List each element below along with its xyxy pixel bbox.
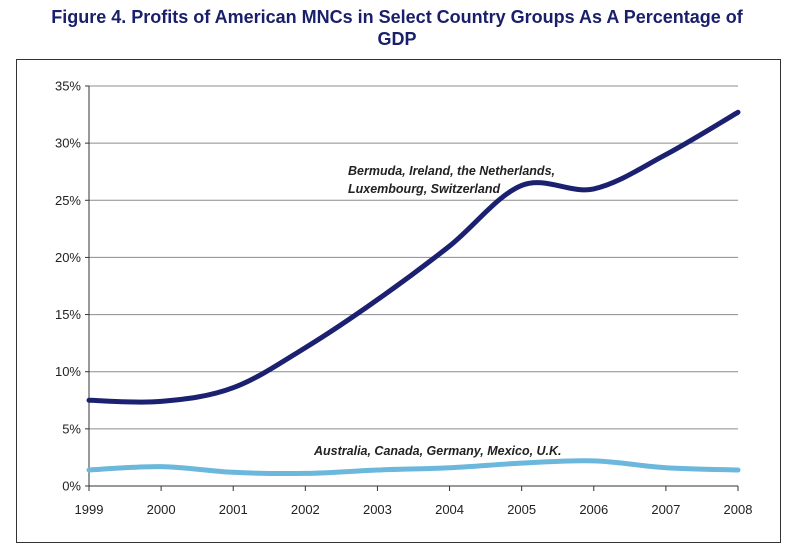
y-tick-label: 20% xyxy=(55,250,81,265)
x-axis-ticks: 1999 2000 2001 2002 2003 2004 2005 2006 2007 2008 xyxy=(75,486,753,517)
chart-frame xyxy=(16,59,781,543)
series-lines xyxy=(86,109,741,477)
y-tick-label: 15% xyxy=(55,307,81,322)
x-tick-label: 2000 xyxy=(147,502,176,517)
x-tick-label: 2007 xyxy=(651,502,680,517)
y-tick-label: 0% xyxy=(62,479,81,494)
x-tick-label: 2006 xyxy=(579,502,608,517)
series-label-line: Bermuda, Ireland, the Netherlands, xyxy=(348,164,555,178)
series-label-0: Bermuda, Ireland, the Netherlands, Luxemb… xyxy=(348,164,555,196)
y-tick-label: 10% xyxy=(55,364,81,379)
y-tick-label: 30% xyxy=(55,136,81,151)
y-axis-ticks: 0% 5% 10% 15% 20% 25% 30% 35% xyxy=(55,79,89,494)
chart-title-line-2: GDP xyxy=(377,29,417,49)
chart-title-line-1: Figure 4. Profits of American MNCs in Se… xyxy=(51,7,743,27)
y-tick-label: 25% xyxy=(55,193,81,208)
x-tick-label: 2003 xyxy=(363,502,392,517)
series-label-line: Luxembourg, Switzerland xyxy=(348,182,500,196)
series-labels: Bermuda, Ireland, the Netherlands, Luxemb… xyxy=(313,164,562,458)
x-tick-label: 2002 xyxy=(291,502,320,517)
x-tick-label: 2004 xyxy=(435,502,464,517)
y-tick-label: 35% xyxy=(55,79,81,94)
x-tick-label: 2001 xyxy=(219,502,248,517)
x-tick-label: 2008 xyxy=(724,502,753,517)
series-line-0 xyxy=(86,109,741,405)
series-label-1: Australia, Canada, Germany, Mexico, U.K. xyxy=(313,444,562,458)
axes xyxy=(88,86,738,487)
series-label-line: Australia, Canada, Germany, Mexico, U.K. xyxy=(313,444,562,458)
chart-title: Figure 4. Profits of American MNCs in Se… xyxy=(0,6,794,50)
x-tick-label: 2005 xyxy=(507,502,536,517)
gridlines xyxy=(89,85,738,430)
y-tick-label: 5% xyxy=(62,421,81,436)
x-tick-label: 1999 xyxy=(75,502,104,517)
series-line-1 xyxy=(86,458,741,477)
